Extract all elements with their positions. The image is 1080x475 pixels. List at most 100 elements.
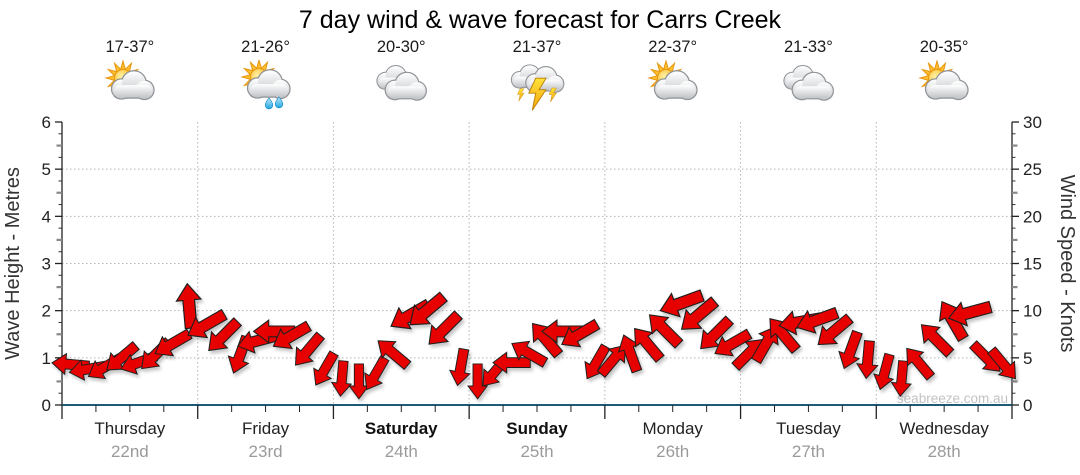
date-label: 28th xyxy=(927,442,961,461)
day-column-sunday: 21-37° xyxy=(469,36,605,120)
wind-arrow xyxy=(561,318,601,348)
wind-arrow xyxy=(208,317,243,352)
date-label: 26th xyxy=(656,442,690,461)
cloud xyxy=(653,70,698,101)
knots-tick-label: 5 xyxy=(1023,349,1032,368)
wind-arrow xyxy=(680,296,720,330)
temperature-range: 21-33° xyxy=(784,38,833,56)
date-label: 23rd xyxy=(248,442,283,461)
raindrop xyxy=(274,96,283,109)
lightning-bolt xyxy=(517,88,525,102)
wind-arrow xyxy=(769,318,801,355)
temperature-range: 21-26° xyxy=(241,38,290,56)
day-column-saturday: 20-30° xyxy=(333,36,469,120)
wave-tick-label: 6 xyxy=(42,113,51,132)
wind-arrow xyxy=(838,329,863,370)
wind-arrow xyxy=(252,318,296,344)
date-label: 25th xyxy=(520,442,554,461)
day-column-tuesday: 21-33° xyxy=(741,36,877,120)
temperature-range: 22-37° xyxy=(648,38,698,56)
lightning-bolt xyxy=(548,87,557,103)
date-label: 22nd xyxy=(110,442,149,461)
day-label: Wednesday xyxy=(899,419,989,438)
wind-arrow xyxy=(448,347,471,387)
wind-arrow xyxy=(714,328,753,357)
knots-tick-label: 0 xyxy=(1023,396,1032,415)
wind-arrow xyxy=(187,308,228,339)
wind-arrow xyxy=(409,291,448,326)
cloud xyxy=(384,71,428,101)
wind-arrow xyxy=(531,322,564,359)
wind-arrow xyxy=(272,320,313,350)
day-label: Tuesday xyxy=(776,419,841,438)
cloud xyxy=(246,69,291,100)
wind-arrow xyxy=(796,306,840,334)
wind-arrow xyxy=(106,341,140,371)
wave-tick-label: 1 xyxy=(42,349,51,368)
cloudy-icon xyxy=(376,64,428,101)
cloud xyxy=(110,70,155,101)
wind-arrow xyxy=(634,327,665,363)
chart-title: 7 day wind & wave forecast for Carrs Cre… xyxy=(298,6,782,34)
wind-arrow xyxy=(987,346,1016,380)
partly-cloudy-showers-icon xyxy=(239,60,291,110)
date-label: 27th xyxy=(791,442,825,461)
wind-arrow xyxy=(428,310,463,345)
wind-arrow xyxy=(873,352,895,391)
wind-arrow xyxy=(890,360,912,397)
wind-arrow xyxy=(906,347,936,381)
wind-arrow xyxy=(313,350,339,386)
wave-tick-label: 3 xyxy=(42,255,51,274)
temperature-range: 21-37° xyxy=(512,38,562,56)
knots-tick-label: 10 xyxy=(1023,302,1042,321)
partly-cloudy-icon xyxy=(103,60,155,101)
day-label: Thursday xyxy=(94,419,166,438)
wind-arrow xyxy=(390,298,433,330)
wind-arrow xyxy=(364,355,390,391)
wind-arrow xyxy=(377,340,412,371)
wind-arrow xyxy=(817,313,854,346)
gridlines xyxy=(62,122,1012,405)
wave-tick-label: 0 xyxy=(42,396,51,415)
wind-arrow xyxy=(700,315,735,350)
temperature-range: 20-30° xyxy=(376,38,426,56)
cloudy-icon xyxy=(783,64,835,101)
wind-arrow-series xyxy=(51,282,1016,400)
knots-tick-label: 20 xyxy=(1023,207,1042,226)
wave-tick-label: 2 xyxy=(42,302,51,321)
wind-arrow xyxy=(947,300,993,327)
wind-arrow xyxy=(540,318,584,344)
wind-arrow xyxy=(938,300,969,343)
lightning-bolt xyxy=(528,77,547,111)
watermark: seabreeze.com.au xyxy=(897,391,1008,406)
cloud xyxy=(924,70,969,101)
partly-cloudy-icon xyxy=(646,60,698,101)
wind-arrow xyxy=(294,331,326,366)
day-column-wednesday: 20-35° xyxy=(876,36,1012,120)
wave-tick-label: 5 xyxy=(42,160,51,179)
wind-arrow xyxy=(856,339,879,380)
wind-arrow xyxy=(648,314,684,349)
day-column-friday: 21-26° xyxy=(198,36,334,120)
date-label: 24th xyxy=(384,442,418,461)
knots-tick-label: 25 xyxy=(1023,160,1042,179)
wind-arrow xyxy=(659,289,705,318)
wind-arrow xyxy=(511,340,549,368)
axes: 0 1 2 3 4 5 6 0 5 10 15 20 25 30 xyxy=(42,113,1042,419)
temperature-range: 20-35° xyxy=(919,38,969,56)
day-column-thursday: 17-37° xyxy=(62,36,198,120)
day-label: Monday xyxy=(642,419,703,438)
raindrop xyxy=(264,97,273,110)
wave-tick-label: 4 xyxy=(42,207,51,226)
knots-tick-label: 15 xyxy=(1023,255,1042,274)
wind-arrow xyxy=(330,360,353,397)
wind-arrow xyxy=(920,324,955,358)
day-label: Friday xyxy=(241,419,290,438)
temperature-range: 17-37° xyxy=(105,38,155,56)
wind-arrow xyxy=(154,328,193,357)
knots-tick-label: 30 xyxy=(1023,113,1042,132)
partly-cloudy-icon xyxy=(918,60,969,101)
cloud xyxy=(791,71,835,101)
